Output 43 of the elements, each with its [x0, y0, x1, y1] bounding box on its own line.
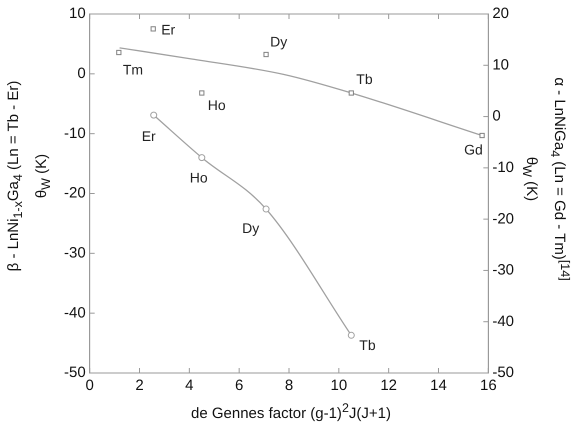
- x-tick-label: 8: [284, 377, 294, 394]
- y2-tick-label: 20: [492, 5, 510, 22]
- point: [198, 154, 206, 162]
- y2-tick-label: -10: [492, 159, 514, 176]
- x-tick-label: 4: [185, 377, 194, 394]
- y2-tick-label: -30: [492, 262, 514, 279]
- data-label: Tb: [359, 337, 376, 354]
- point: [262, 206, 270, 213]
- y-tick-label: -30: [64, 244, 86, 262]
- point: [348, 90, 354, 96]
- y2-tick-label: 0: [492, 108, 501, 125]
- point: [199, 90, 204, 96]
- data-label: Gd: [464, 141, 483, 158]
- data-label: Tb: [356, 70, 373, 87]
- point: [150, 112, 158, 119]
- y2-tick-label: -40: [492, 312, 514, 330]
- point: [116, 50, 122, 56]
- x-tick-label: 12: [380, 377, 398, 394]
- y-tick-label: -20: [64, 184, 86, 202]
- x-tick-label: 2: [135, 377, 144, 394]
- y-tick-label: 0: [77, 64, 86, 82]
- data-label: Ho: [208, 96, 226, 113]
- x-axis-title: de Gennes factor (g-1)$^{2}$J(J+1): [190, 400, 392, 424]
- y-tick-label: 10: [68, 5, 86, 22]
- x-tick-label: 6: [235, 377, 244, 394]
- point: [263, 52, 269, 58]
- y-tick-label: -10: [64, 124, 86, 142]
- x-tick-label: 16: [480, 377, 497, 394]
- y2-tick-label: 10: [492, 56, 510, 74]
- data-label: Er: [142, 128, 156, 144]
- y-tick-label: -50: [64, 364, 86, 382]
- point: [348, 332, 355, 339]
- data-label: Er: [161, 22, 176, 38]
- y-tick-label: -40: [64, 304, 86, 322]
- x-tick-label: 10: [330, 377, 348, 394]
- x-tick-label: 14: [430, 377, 447, 394]
- y2-tick-label: -20: [492, 210, 514, 228]
- data-label: Tm: [122, 61, 144, 78]
- data-label: Ho: [190, 169, 208, 186]
- point: [479, 132, 485, 138]
- data-label: Dy: [270, 33, 288, 50]
- data-label: Dy: [242, 220, 260, 236]
- point: [150, 26, 156, 32]
